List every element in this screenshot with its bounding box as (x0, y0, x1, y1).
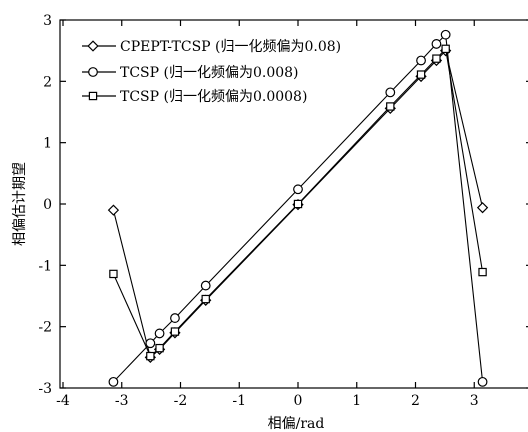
x-tick-label: -3 (115, 393, 129, 409)
legend-circle-marker (88, 67, 98, 77)
circle-point (477, 376, 488, 387)
x-tick-label: 3 (470, 393, 479, 409)
y-axis-ticks: -3 -2 -1 0 1 2 3 (38, 13, 528, 397)
x-tick-label: 0 (294, 393, 303, 409)
y-tick-label: -3 (38, 381, 52, 397)
circle-point (154, 328, 165, 339)
square-point (293, 199, 303, 209)
y-tick-label: -2 (38, 320, 52, 336)
y-tick-label: 0 (43, 197, 52, 213)
legend-box (70, 27, 370, 105)
x-tick-label: -1 (232, 393, 246, 409)
square-point (109, 269, 118, 279)
square-point (478, 267, 487, 277)
y-tick-label: 3 (43, 13, 52, 29)
x-tick-label: 2 (411, 393, 420, 409)
circle-point (108, 376, 119, 387)
circle-point (293, 184, 303, 195)
circle-point (170, 313, 180, 323)
circle-point (145, 338, 156, 349)
diamond-point (476, 202, 489, 214)
legend-item: TCSP (归一化频偏为0.008) (82, 64, 299, 81)
square-point (441, 44, 450, 54)
square-point (170, 327, 180, 336)
x-axis-ticks: -4-3-2-101234 (56, 20, 479, 409)
y-axis-label: 相偏估计期望 (12, 162, 28, 246)
legend-square-marker (88, 91, 98, 101)
diamond-point (107, 204, 120, 216)
square-point (155, 343, 164, 353)
circle-point (385, 87, 396, 98)
circle-point (200, 280, 211, 291)
y-tick-label: 2 (43, 74, 52, 90)
x-tick-label: -4 (56, 393, 70, 409)
legend-label: TCSP (归一化频偏为0.0008) (120, 88, 307, 105)
series-circle (108, 29, 488, 387)
series-group (107, 29, 489, 387)
legend-item: CPEPT-TCSP (归一化频偏为0.08) (82, 38, 341, 55)
square-point (146, 351, 155, 361)
circle-point (416, 55, 426, 66)
y-tick-label: -1 (38, 258, 52, 274)
y-tick-label: 1 (43, 136, 52, 152)
x-tick-label: 1 (352, 393, 361, 409)
circle-point (440, 29, 451, 40)
legend-label: TCSP (归一化频偏为0.008) (120, 64, 299, 81)
square-point (416, 70, 426, 79)
x-axis-label: 相偏/rad (268, 416, 325, 432)
square-point (432, 54, 441, 63)
x-tick-label: -2 (174, 393, 188, 409)
series-square (109, 44, 487, 361)
square-point (386, 102, 395, 111)
circle-point (431, 39, 442, 49)
legend-item: TCSP (归一化频偏为0.0008) (82, 88, 307, 105)
square-point (201, 294, 210, 304)
legend: CPEPT-TCSP (归一化频偏为0.08) TCSP (归一化频偏为0.008… (70, 27, 370, 105)
legend-diamond-marker (87, 40, 99, 52)
legend-label: CPEPT-TCSP (归一化频偏为0.08) (120, 38, 341, 55)
